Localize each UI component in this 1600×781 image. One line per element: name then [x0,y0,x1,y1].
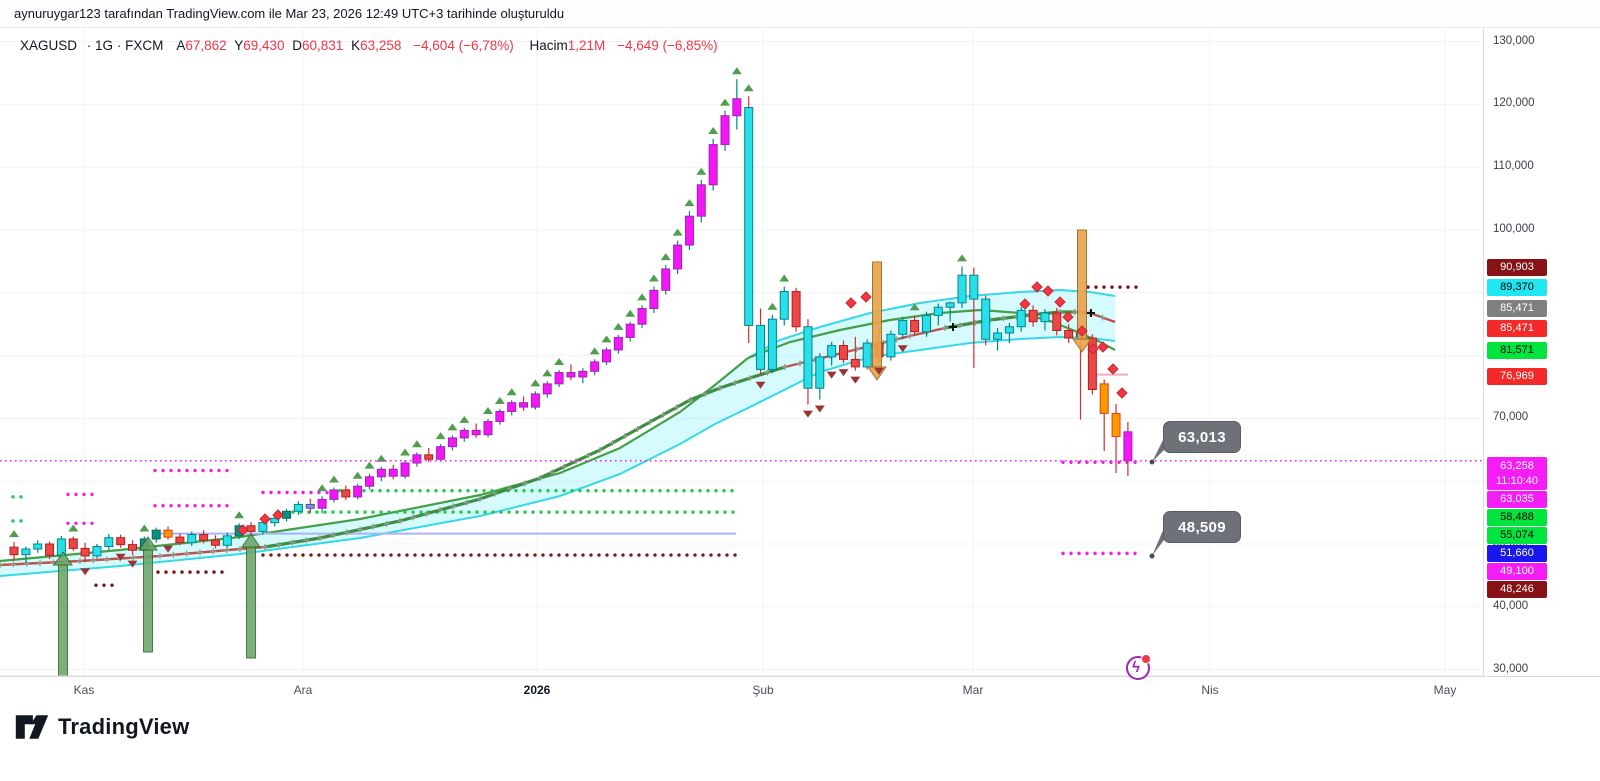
price-level-badge: 90,903 [1487,259,1547,276]
time-axis-label: Ara [293,683,313,697]
chart-pane[interactable] [0,28,1483,703]
legend-separator: · [116,38,122,53]
time-axis-label: Şub [752,683,774,697]
symbol-legend: XAGUSD · 1G · FXCM A67,862 Y69,430 D60,8… [20,38,722,56]
callout-tails-layer [1149,438,1164,559]
price-axis[interactable]: 130,000120,000110,000100,00090,00080,000… [1483,28,1600,676]
attribution-text: aynuruygar123 tarafından TradingView.com… [14,6,565,21]
last-price-badge: 63,258 11:10:40 [1487,457,1547,490]
price-level-badge: 63,035 [1487,491,1547,508]
moving-average-layer [0,309,1116,568]
notification-dot [1141,654,1151,664]
bar-countdown: 11:10:40 [1495,475,1538,487]
price-level-badge: 81,571 [1487,342,1547,359]
legend-separator: · [86,38,92,53]
dotted-levels-layer [11,285,1138,587]
legend-symbol[interactable]: XAGUSD [20,38,78,53]
tradingview-logo-text: TradingView [58,714,190,739]
green-up-arrows-layer [53,533,261,696]
tradingview-logo[interactable]: TradingView [14,712,189,742]
legend-low-key: D [292,38,303,53]
price-level-badge: 51,660 [1487,545,1547,562]
time-axis-label: 2026 [523,683,551,697]
price-level-badge: 48,246 [1487,581,1547,598]
lightning-bolt-icon: ϟ [1132,659,1140,676]
level-lines-layer [158,373,1128,535]
price-tick-label: 110,000 [1493,160,1534,173]
attribution-bar: aynuruygar123 tarafından TradingView.com… [0,0,1600,28]
time-axis-label: Mar [962,683,984,697]
price-level-badge: 85,471 [1487,300,1547,317]
candles-layer [9,79,1133,563]
legend-volume-change: −4,649 (−6,85%) [617,38,718,53]
price-tick-label: 70,000 [1493,411,1529,424]
price-tick-label: 120,000 [1493,97,1535,110]
price-callout[interactable]: 48,509 [1163,511,1241,543]
legend-high-key: Y [234,38,244,53]
signal-markers-layer [9,67,1128,576]
grid-layer [0,28,1483,676]
price-callout[interactable]: 63,013 [1163,421,1241,453]
price-tick-label: 100,000 [1493,223,1535,235]
time-axis-label: Kas [73,683,95,697]
legend-close-key: K [351,38,361,53]
legend-high-value: 69,430 [243,38,285,53]
legend-volume-value: 1,21M [567,38,606,53]
time-axis[interactable]: Kas Ara 2026 Şub Mar Nis May [0,676,1600,704]
legend-volume-label[interactable]: Hacim [529,38,568,53]
price-tick-label: 40,000 [1493,599,1529,612]
price-level-badge: 85,471 [1487,320,1547,337]
legend-close-value: 63,258 [360,38,402,53]
time-axis-label: May [1433,683,1457,697]
price-level-badge: 89,370 [1487,279,1547,296]
price-level-badge: 76,969 [1487,368,1547,385]
tradingview-logo-icon [15,715,49,739]
legend-change: −4,604 (−6,78%) [413,38,514,53]
legend-exchange: FXCM [125,38,164,53]
legend-low-value: 60,831 [302,38,344,53]
legend-timeframe[interactable]: 1G [95,38,114,53]
price-level-badge: 55,074 [1487,527,1547,544]
time-axis-label: Nis [1201,683,1219,697]
legend-open-key: A [176,38,186,53]
price-level-badge: 49,100 [1487,563,1547,580]
price-tick-label: 30,000 [1493,662,1529,675]
legend-open-value: 67,862 [185,38,227,53]
price-tick-label: 130,000 [1493,34,1535,47]
price-level-badge: 58,488 [1487,509,1547,526]
flash-event-icon[interactable]: ϟ [1126,654,1151,680]
